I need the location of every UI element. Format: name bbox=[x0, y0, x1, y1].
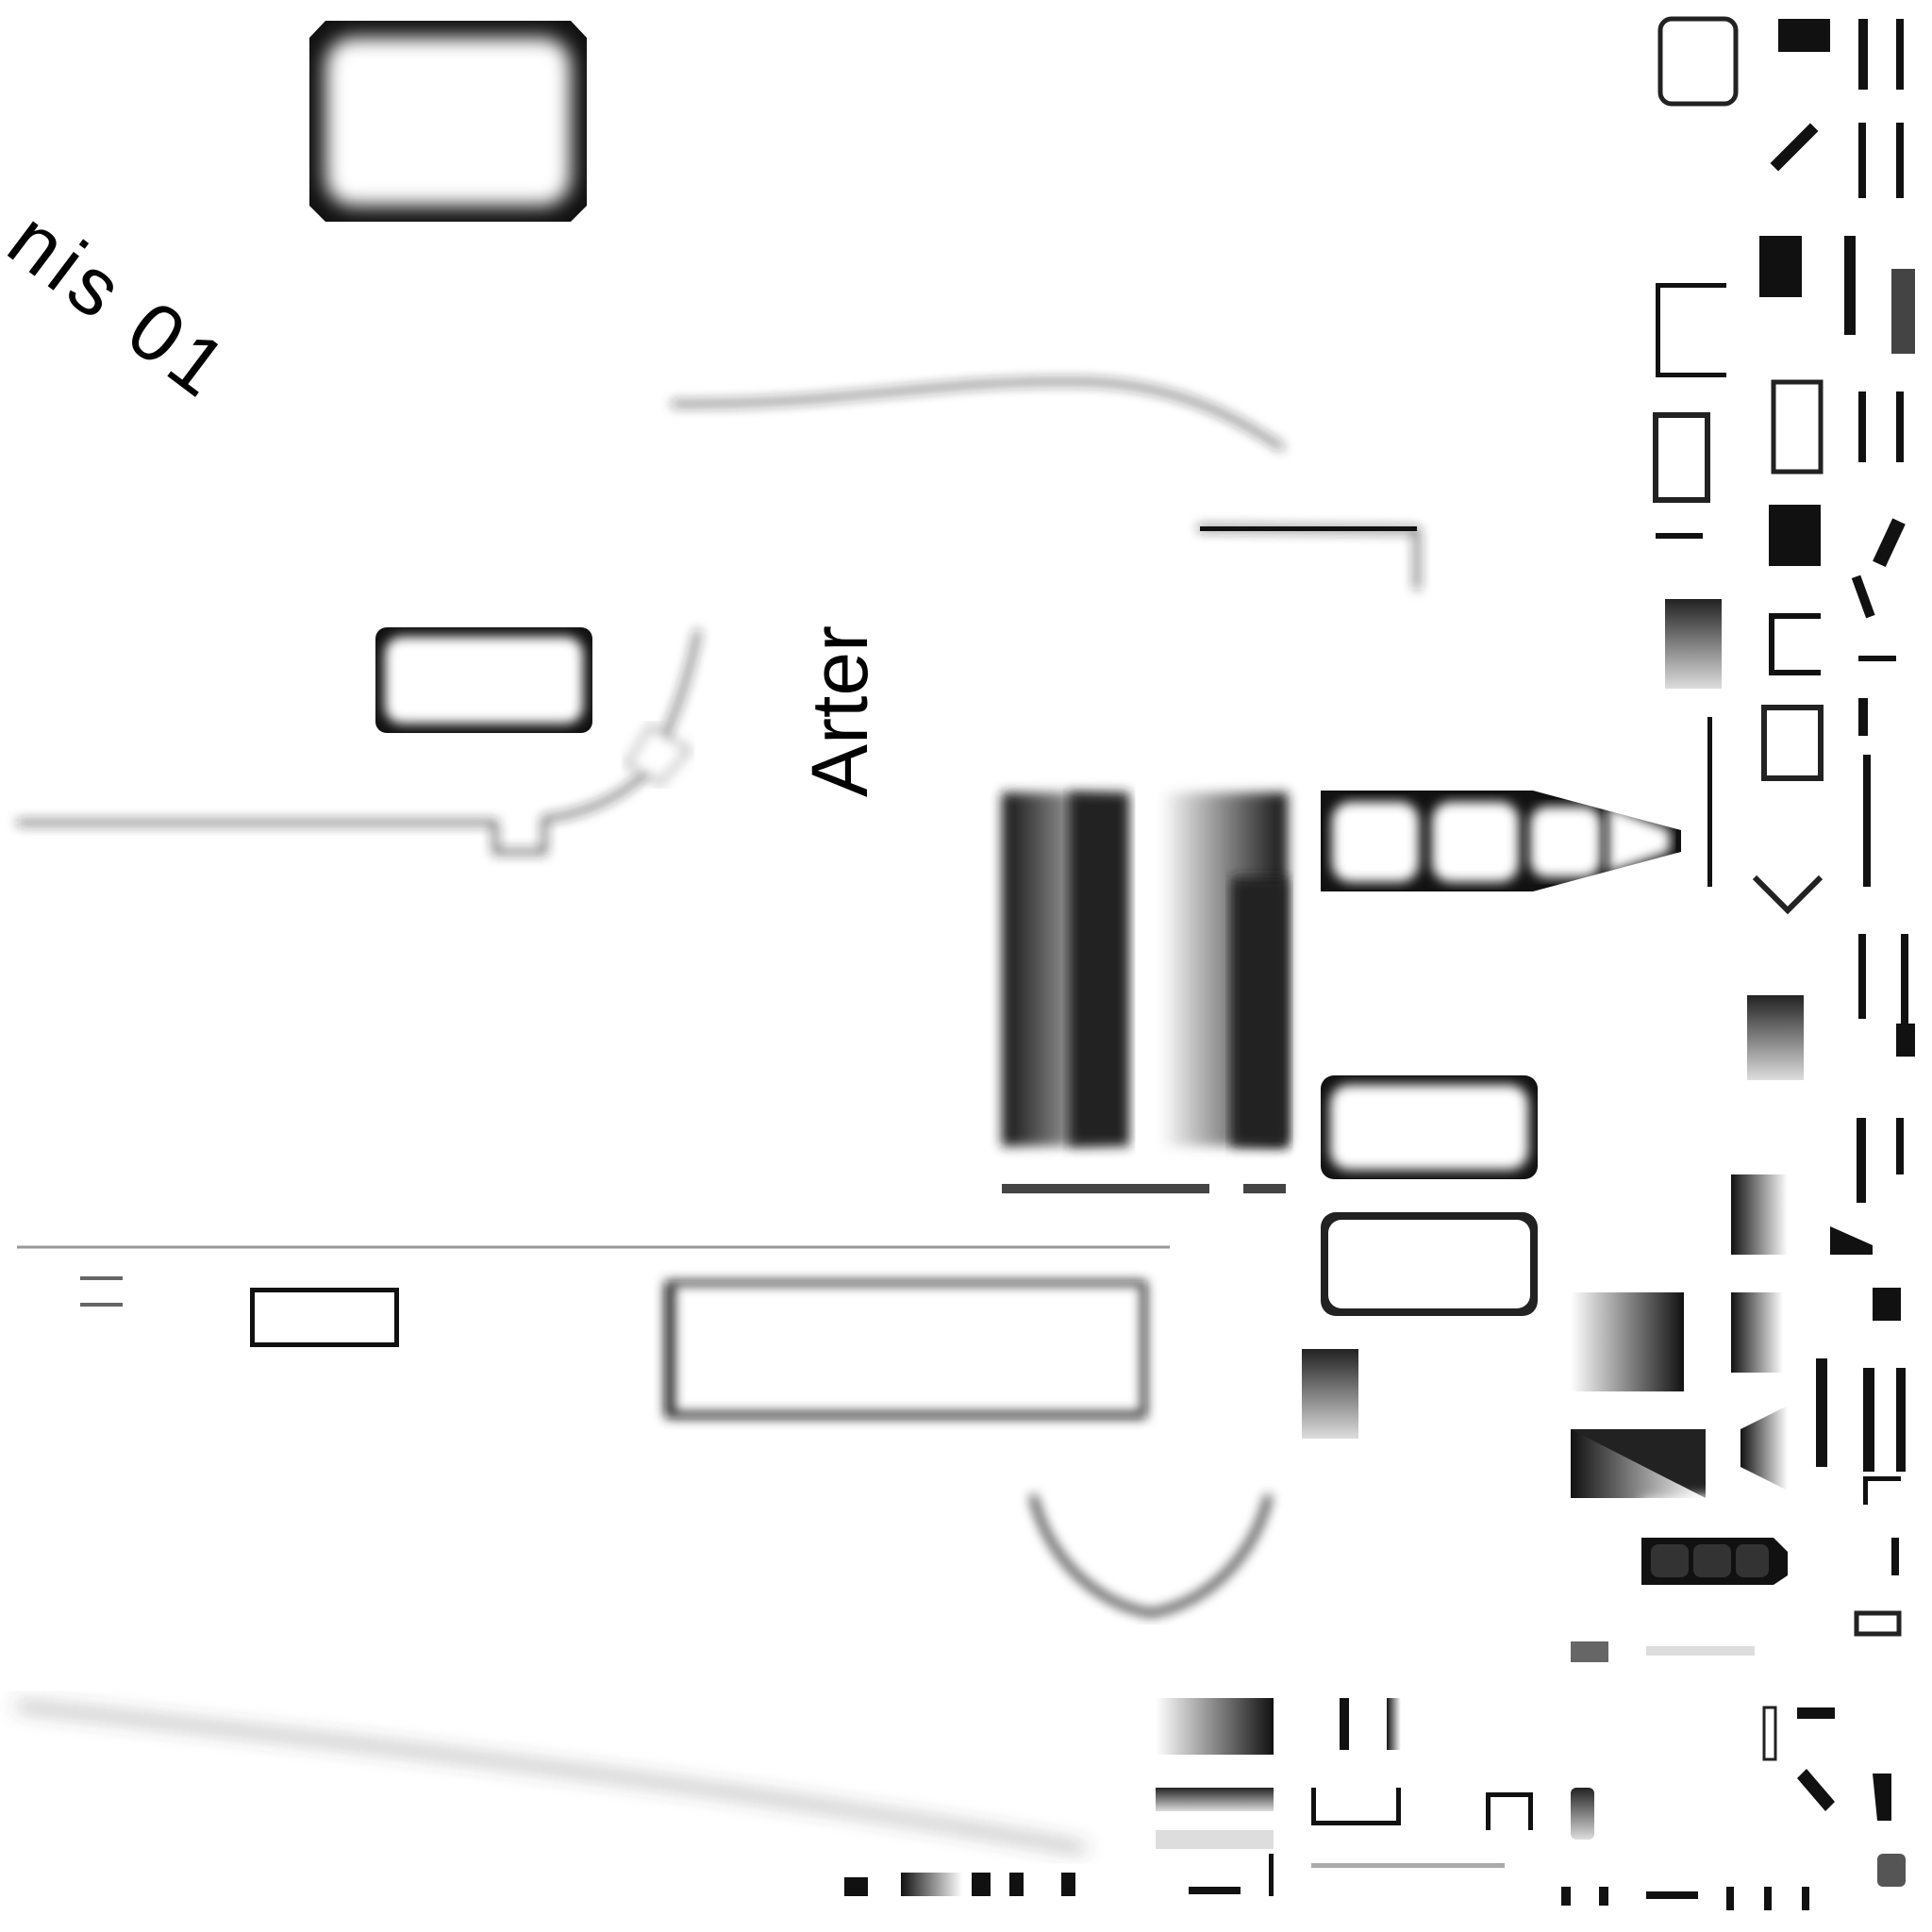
block-gradient bbox=[1571, 1292, 1684, 1391]
upper-body-outline bbox=[17, 379, 1419, 854]
panel-mid-left bbox=[375, 627, 592, 733]
window-strip bbox=[1321, 791, 1681, 891]
panel-mid-right-1 bbox=[1321, 1075, 1538, 1179]
parts-bottom-row bbox=[844, 1698, 1809, 1910]
wedge-dark bbox=[1571, 1429, 1706, 1498]
panel-top-left bbox=[309, 21, 587, 222]
window-pod bbox=[1641, 1538, 1788, 1585]
arch bbox=[1030, 1494, 1272, 1617]
panel-mid-right-2 bbox=[1321, 1212, 1538, 1316]
part-label-vertical: Arter bbox=[795, 625, 884, 797]
hinge-piece bbox=[625, 724, 691, 785]
panel-lower-small bbox=[250, 1288, 399, 1347]
block-dark-1 bbox=[1302, 1349, 1358, 1439]
bottom-sweep bbox=[16, 1704, 1086, 1851]
column-block bbox=[1002, 792, 1288, 1193]
upper-ledge bbox=[1200, 526, 1417, 531]
vent-lines bbox=[80, 1276, 123, 1307]
panel-lower-long bbox=[665, 1281, 1146, 1418]
parts-column bbox=[1571, 16, 1915, 1887]
